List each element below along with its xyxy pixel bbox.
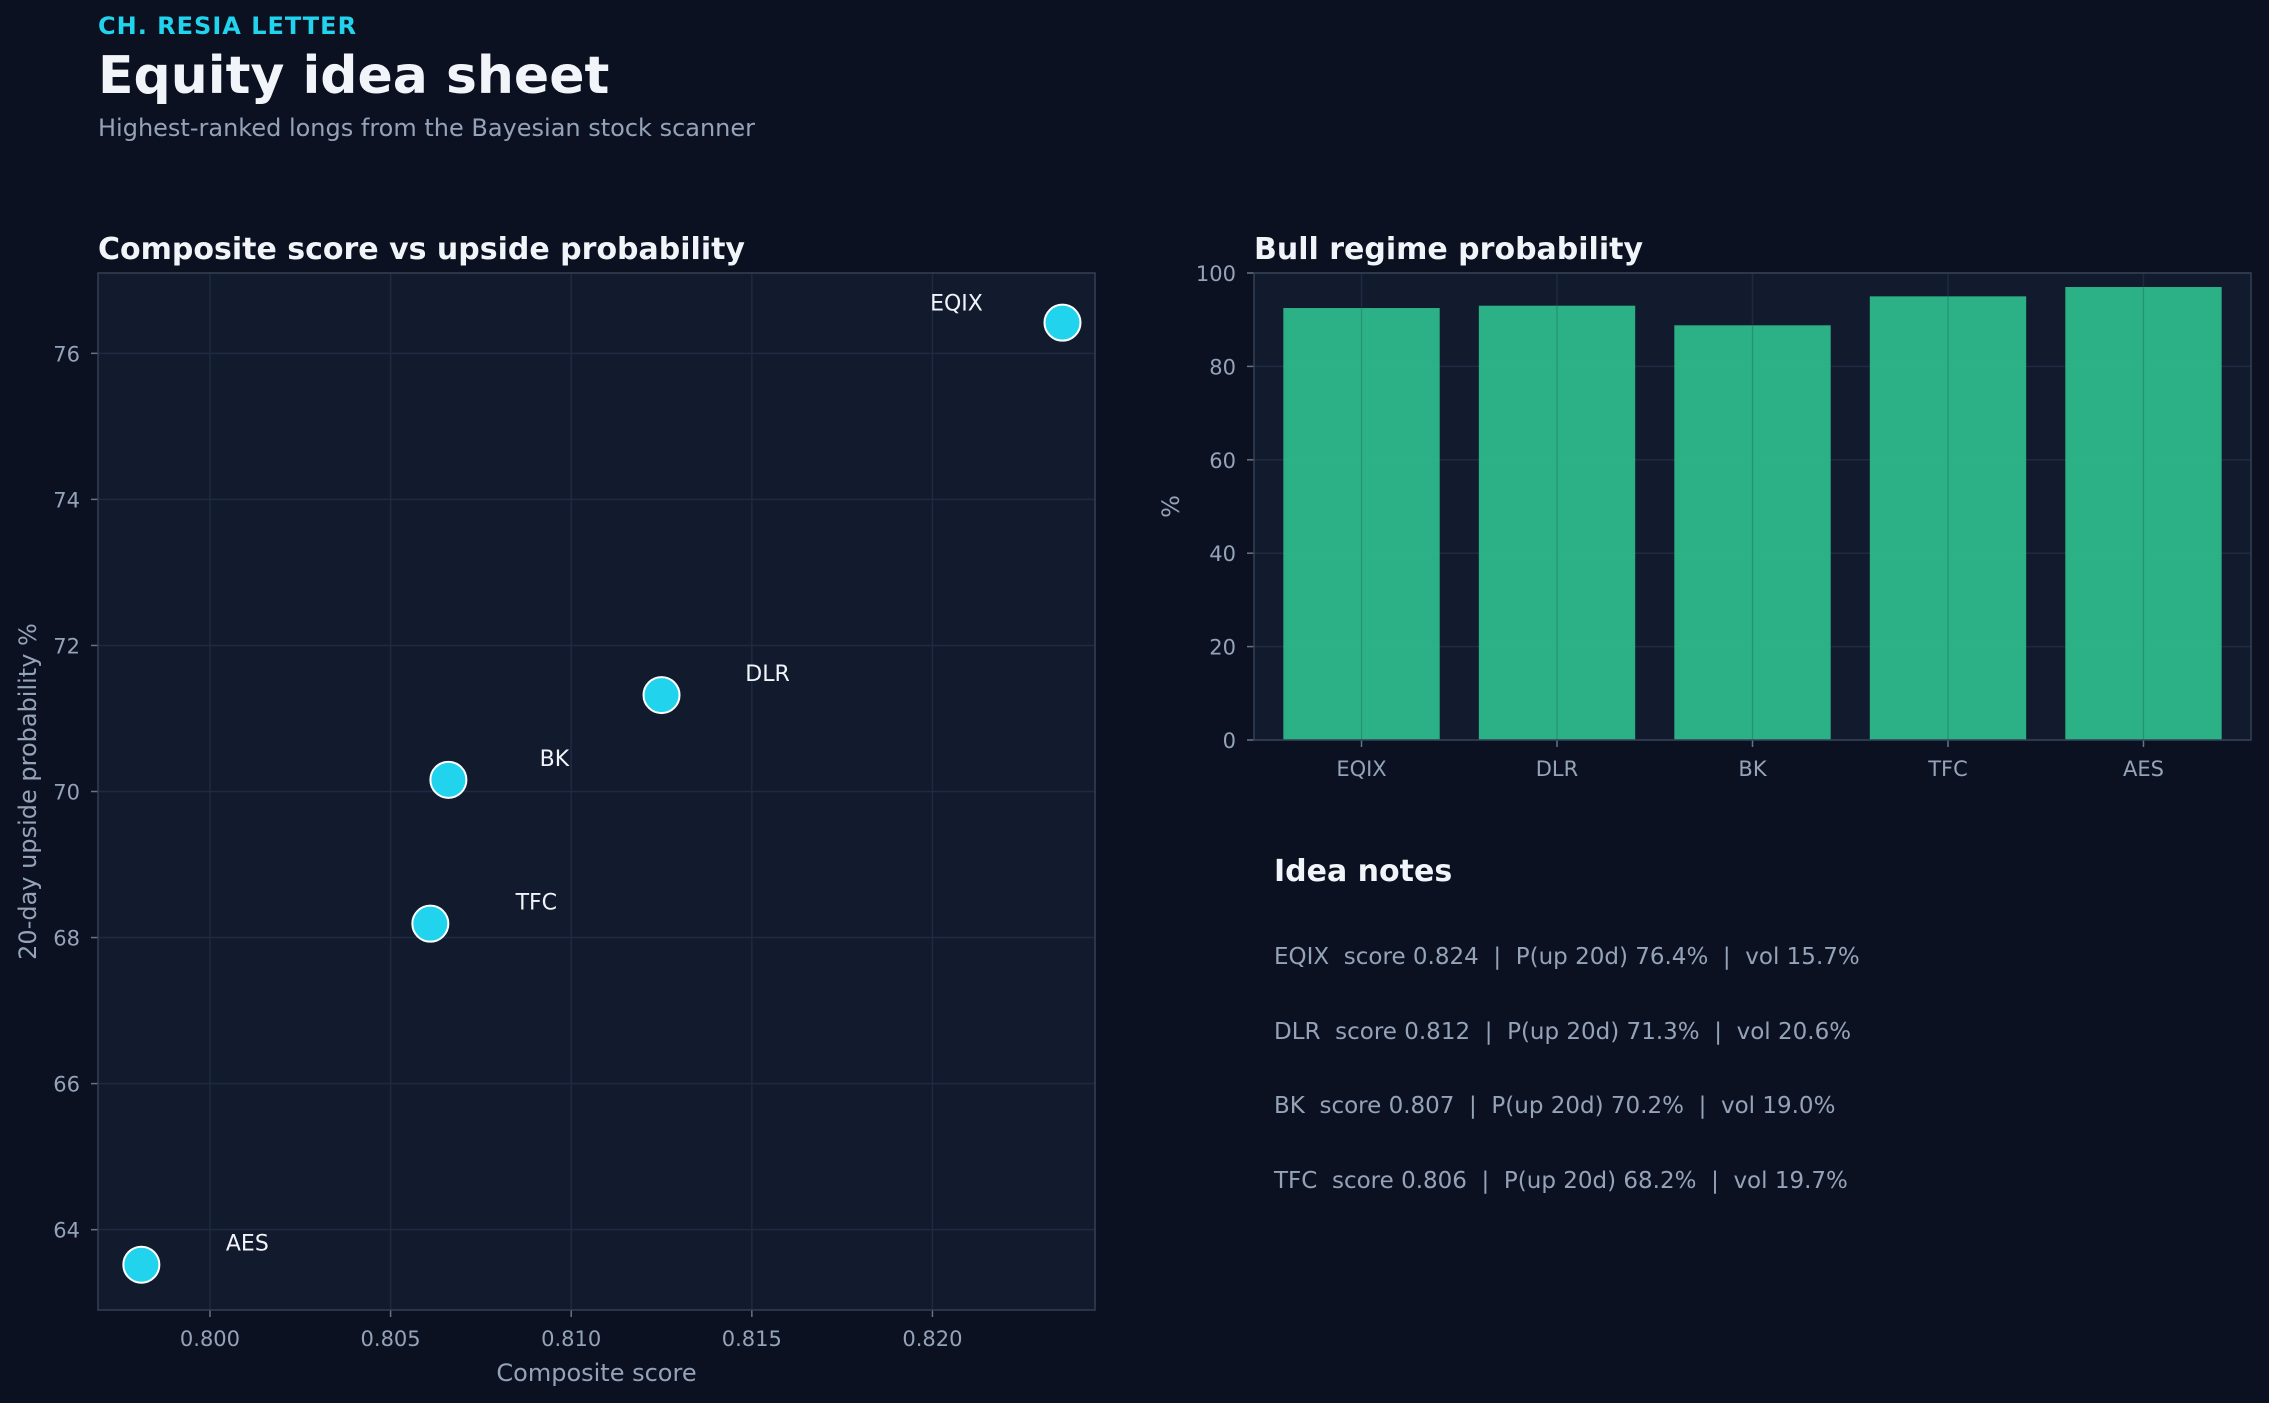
bar-y-axis-label: %: [1157, 495, 1185, 518]
point-label-dlr: DLR: [745, 662, 789, 687]
y-tick-label: 76: [53, 342, 80, 366]
bar-y-tick-label: 80: [1209, 355, 1236, 379]
note-line-bk: BK score 0.807 | P(up 20d) 70.2% | vol 1…: [1274, 1093, 1836, 1119]
point-label-tfc: TFC: [515, 891, 557, 916]
bar-y-tick-label: 40: [1209, 542, 1236, 566]
y-tick-label: 70: [53, 781, 80, 805]
scatter-frame: [97, 272, 1096, 1311]
bar-y-tick-label: 20: [1209, 636, 1236, 660]
y-tick-label: 66: [53, 1073, 80, 1097]
y-tick-label: 64: [53, 1219, 80, 1243]
point-tfc: [411, 904, 450, 943]
point-aes: [122, 1245, 161, 1284]
y-tick-label: 72: [53, 634, 80, 658]
point-eqix: [1043, 303, 1082, 342]
note-line-dlr: DLR score 0.812 | P(up 20d) 71.3% | vol …: [1274, 1019, 1852, 1045]
point-label-eqix: EQIX: [930, 292, 983, 317]
point-bk: [429, 760, 468, 799]
x-tick-label: 0.800: [180, 1327, 240, 1351]
kicker: CH. RESIA LETTER: [98, 12, 358, 40]
page-title: Equity idea sheet: [98, 46, 610, 106]
bar-frame: [1253, 272, 2252, 741]
point-label-aes: AES: [226, 1232, 269, 1257]
bar-x-tick-label: EQIX: [1336, 757, 1386, 781]
point-dlr: [642, 676, 681, 715]
scatter-chart: 0.800 0.805 0.810 0.815 0.820 64 66 68 70 72 74 76 C…: [14, 272, 1096, 1387]
bar-x-tick-label: BK: [1738, 757, 1767, 781]
scatter-title: Composite score vs upside probability: [98, 232, 745, 267]
note-line-eqix: EQIX score 0.824 | P(up 20d) 76.4% | vol…: [1274, 944, 1860, 970]
point-label-bk: BK: [540, 747, 570, 772]
bar-y-tick-label: 100: [1196, 262, 1236, 286]
bar-x-tick-label: AES: [2123, 757, 2164, 781]
bar-chart: EQIX DLR BK TFC AES 0 20 40 60 80 100%: [1157, 262, 2252, 781]
bar-y-tick-label: 60: [1209, 449, 1236, 473]
x-tick-label: 0.810: [541, 1327, 601, 1351]
bar-title: Bull regime probability: [1254, 232, 1644, 267]
y-axis-label: 20-day upside probability %: [14, 623, 42, 960]
note-line-tfc: TFC score 0.806 | P(up 20d) 68.2% | vol …: [1274, 1168, 1848, 1194]
bar-x-tick-label: TFC: [1927, 757, 1968, 781]
x-tick-label: 0.815: [722, 1327, 782, 1351]
bar-y-tick-label: 0: [1223, 729, 1236, 753]
page-subtitle: Highest-ranked longs from the Bayesian s…: [98, 114, 756, 142]
y-tick-label: 68: [53, 927, 80, 951]
bar-x-tick-label: DLR: [1536, 757, 1578, 781]
x-tick-label: 0.820: [902, 1327, 962, 1351]
x-tick-label: 0.805: [361, 1327, 421, 1351]
y-tick-label: 74: [53, 488, 80, 512]
x-axis-label: Composite score: [496, 1359, 696, 1387]
notes-title: Idea notes: [1274, 854, 1453, 889]
